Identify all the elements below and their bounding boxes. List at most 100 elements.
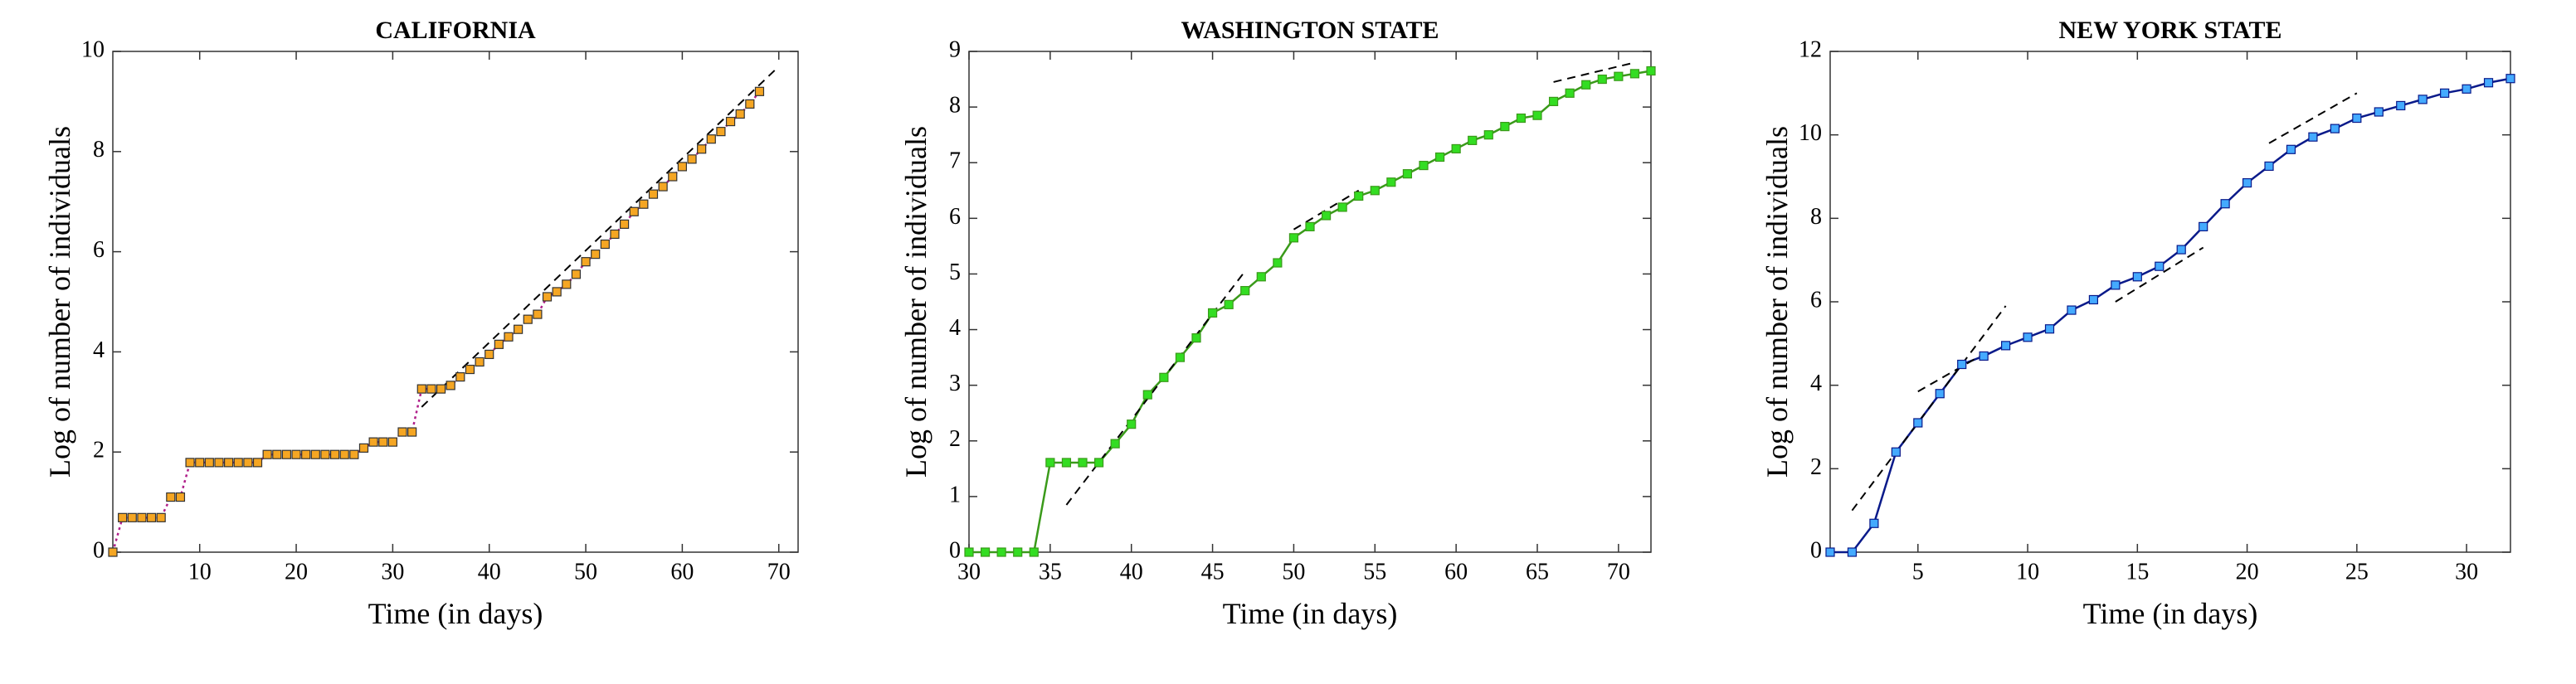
data-point — [1468, 135, 1478, 145]
x-axis-label: Time (in days) — [1223, 597, 1398, 630]
chart-title: CALIFORNIA — [375, 17, 536, 44]
data-point — [310, 449, 320, 459]
x-tick-label: 10 — [188, 559, 212, 585]
data-point — [1273, 258, 1283, 268]
data-point — [1354, 191, 1364, 201]
data-point — [1127, 420, 1137, 429]
x-tick-label: 60 — [1444, 559, 1468, 585]
y-tick-label: 1 — [949, 482, 961, 507]
x-tick-label: 40 — [1120, 559, 1143, 585]
chart-title: NEW YORK STATE — [2059, 17, 2282, 44]
data-point — [214, 458, 224, 468]
y-tick-label: 10 — [1799, 120, 1822, 146]
data-point — [996, 547, 1006, 557]
data-point — [658, 182, 668, 192]
x-tick-label: 15 — [2126, 559, 2149, 585]
data-point — [416, 384, 426, 394]
y-tick-label: 6 — [93, 237, 105, 263]
data-point — [533, 309, 543, 319]
fit-line — [421, 65, 780, 408]
plot-area — [112, 51, 799, 553]
subplot: 0 2 4 6 8 10 10 20 30 40 50 60 70 CALIFORNIA Time (in … — [43, 17, 799, 630]
data-point — [542, 292, 553, 302]
data-point — [1288, 233, 1299, 243]
y-tick-label: 7 — [949, 148, 961, 174]
data-point — [2286, 144, 2296, 154]
x-tick-label: 25 — [2345, 559, 2369, 585]
data-point — [320, 449, 330, 459]
data-point — [1045, 458, 1055, 468]
data-point — [619, 219, 630, 229]
data-point — [1207, 308, 1218, 318]
y-axis-label: Log of number of individuals — [899, 126, 933, 478]
data-point — [1957, 359, 1967, 370]
x-tick-label: 10 — [2016, 559, 2039, 585]
x-tick-label: 60 — [670, 559, 694, 585]
chart-title: WASHINGTON STATE — [1181, 17, 1439, 44]
data-point — [2155, 261, 2165, 271]
data-point — [1979, 351, 1989, 361]
data-point — [639, 199, 649, 209]
data-point — [677, 162, 687, 172]
y-tick-label: 10 — [81, 36, 105, 62]
data-point — [504, 332, 514, 342]
data-point — [581, 257, 591, 267]
fit-line — [2268, 92, 2358, 144]
data-point — [754, 86, 765, 96]
data-point — [446, 381, 455, 391]
x-tick-label: 20 — [2236, 559, 2259, 585]
data-point — [252, 458, 263, 468]
data-point — [137, 512, 147, 522]
data-point — [349, 449, 359, 459]
data-point — [1565, 88, 1575, 98]
data-point — [1500, 122, 1510, 132]
data-point — [2111, 280, 2121, 290]
data-point — [1061, 458, 1072, 468]
y-tick-label: 2 — [949, 426, 961, 452]
data-point — [2374, 107, 2384, 117]
data-point — [2483, 78, 2494, 88]
x-tick-label: 35 — [1039, 559, 1062, 585]
data-point — [687, 154, 697, 164]
data-point — [591, 250, 601, 260]
data-point — [426, 384, 436, 394]
data-point — [571, 269, 582, 279]
data-line — [969, 70, 1652, 554]
data-point — [262, 449, 272, 459]
data-point — [964, 547, 974, 557]
plot-area — [1829, 51, 2511, 553]
data-point — [494, 339, 504, 349]
data-point — [272, 449, 282, 459]
data-line — [111, 90, 761, 553]
data-point — [387, 437, 397, 447]
data-point — [610, 229, 620, 240]
data-point — [562, 279, 572, 289]
data-point — [2023, 332, 2033, 342]
data-point — [2176, 245, 2186, 255]
data-point — [1516, 113, 1527, 124]
y-tick-label: 0 — [93, 537, 105, 563]
data-point — [378, 437, 388, 447]
data-point — [600, 239, 610, 250]
data-point — [706, 134, 716, 144]
data-point — [329, 449, 340, 459]
data-point — [1614, 71, 1624, 81]
data-point — [1629, 69, 1640, 79]
x-tick-label: 70 — [767, 559, 791, 585]
data-point — [2462, 84, 2471, 94]
data-point — [1078, 458, 1088, 468]
data-point — [339, 449, 349, 459]
data-point — [552, 287, 562, 297]
data-point — [2044, 324, 2055, 334]
data-point — [2440, 88, 2450, 98]
x-axis-label: Time (in days) — [368, 597, 543, 630]
fit-line — [1293, 189, 1360, 230]
x-tick-label: 50 — [574, 559, 597, 585]
x-tick-label: 65 — [1526, 559, 1549, 585]
data-point — [1581, 80, 1591, 90]
data-point — [118, 512, 128, 522]
y-tick-label: 0 — [1810, 537, 1822, 563]
data-point — [716, 127, 726, 137]
data-point — [697, 144, 707, 154]
